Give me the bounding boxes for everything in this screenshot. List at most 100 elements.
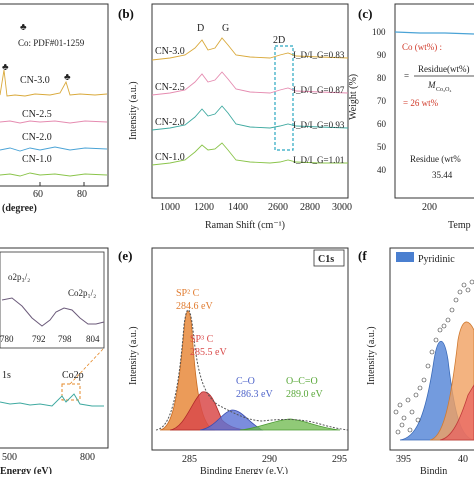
panel-e-xtick-285: 285 bbox=[182, 454, 197, 465]
raman-ratio-cn10: I_D/I_G=1.01 bbox=[293, 155, 344, 165]
panel-b-ylabel: Intensity (a.u.) bbox=[128, 81, 139, 140]
inset-xtick-792: 792 bbox=[32, 334, 46, 344]
tga-xtick-200: 200 bbox=[422, 202, 437, 213]
panel-a-series-label-3: CN-2.0 bbox=[22, 132, 52, 143]
raman-curve-cn30 bbox=[151, 37, 349, 61]
panel-e-xlabel: Binding Energy (e.V.) bbox=[200, 466, 288, 474]
c1s-label-oco-name: O–C=O bbox=[286, 376, 318, 387]
tga-formula-denominator: M bbox=[427, 80, 436, 90]
c1s-label-co-name: C–O bbox=[236, 376, 255, 387]
n1s-peak-red bbox=[439, 384, 474, 441]
raman-ratio-cn30: I_D/I_G=0.83 bbox=[293, 50, 345, 60]
tga-curve bbox=[394, 31, 474, 35]
raman-xtick-2600: 2600 bbox=[268, 202, 288, 213]
c1s-label-sp2-name: SP² C bbox=[176, 288, 200, 299]
panel-c-letter: (c) bbox=[358, 6, 372, 21]
tga-residue-label: Residue (wt% bbox=[410, 154, 461, 164]
panel-a-xtick-80: 80 bbox=[77, 189, 87, 200]
tga-formula-numerator: Residue(wt%) bbox=[418, 64, 470, 74]
panel-e-tag-box bbox=[313, 249, 345, 267]
raman-d-band: D bbox=[197, 23, 204, 34]
tga-ytick-50: 50 bbox=[377, 142, 387, 152]
raman-g-band: G bbox=[222, 23, 229, 34]
tga-ytick-60: 60 bbox=[377, 119, 387, 129]
panel-c-xlabel: Temp bbox=[448, 220, 471, 231]
c1s-envelope bbox=[155, 309, 349, 431]
xrd-curve-cn25 bbox=[0, 120, 108, 124]
panel-c-ylabel: Weight (%) bbox=[348, 74, 359, 120]
raman-xtick-1400: 1400 bbox=[228, 202, 248, 213]
panel-a-ref-label: Co: PDF#01-1259 bbox=[18, 38, 85, 48]
tga-ytick-100: 100 bbox=[372, 27, 386, 37]
panel-d: o2p₃/₂ Co2p₁/₂ 780 792 798 804 1s Co2p 5… bbox=[0, 247, 109, 477]
panel-d-inset-frame bbox=[0, 251, 105, 349]
raman-2d-highlight-box bbox=[274, 45, 294, 151]
tga-formula-eq: = bbox=[404, 71, 409, 81]
panel-f-legend-label: Pyridinic bbox=[418, 254, 455, 265]
panel-f-frame bbox=[389, 247, 474, 451]
inset-xtick-804: 804 bbox=[86, 334, 100, 344]
tga-residue-value: 35.44 bbox=[432, 170, 453, 180]
panel-e-ylabel: Intensity (a.u.) bbox=[128, 326, 139, 385]
survey-curve bbox=[0, 393, 104, 407]
raman-2d-band: 2D bbox=[273, 35, 285, 46]
panel-a-club-3: ♣ bbox=[64, 72, 71, 83]
c1s-label-oco-ev: 289.0 eV bbox=[286, 389, 323, 400]
panel-a-club-2: ♣ bbox=[2, 62, 9, 73]
raman-ratio-cn25: I_D/I_G=0.87 bbox=[293, 85, 345, 95]
panel-e-xtick-290: 290 bbox=[262, 454, 277, 465]
panel-a-xtick-60: 60 bbox=[33, 189, 43, 200]
raman-curve-cn10 bbox=[151, 142, 348, 166]
inset-curve bbox=[1, 297, 105, 327]
tga-ytick-90: 90 bbox=[377, 50, 387, 60]
raman-xtick-2800: 2800 bbox=[300, 202, 320, 213]
inset-xtick-780: 780 bbox=[0, 334, 14, 344]
panel-e-frame bbox=[151, 247, 349, 451]
panel-e-tag: C1s bbox=[318, 254, 334, 265]
panel-b: (b) Intensity (a.u.) D G 2D CN-3.0 CN-2.… bbox=[118, 3, 352, 231]
tga-formula-denominator-sub: Co₃O₄ bbox=[436, 87, 452, 93]
panel-f-ylabel: Intensity (a.u.) bbox=[366, 326, 377, 385]
raman-xtick-1000: 1000 bbox=[160, 202, 180, 213]
panel-f-xtick-395: 395 bbox=[396, 454, 411, 465]
panel-f-letter: (f bbox=[358, 248, 367, 263]
tga-ytick-40: 40 bbox=[377, 165, 387, 175]
panel-a-club-1: ♣ bbox=[20, 22, 27, 33]
c1s-peak-co bbox=[199, 409, 264, 431]
panel-a-xlabel: (degree) bbox=[2, 203, 37, 214]
raman-xtick-1200: 1200 bbox=[194, 202, 214, 213]
raman-label-cn20: CN-2.0 bbox=[155, 117, 185, 128]
panel-e: (e) C1s Intensity (a.u.) SP² C 284.6 eV … bbox=[118, 247, 349, 477]
panel-e-letter: (e) bbox=[118, 248, 132, 263]
inset-xtick-798: 798 bbox=[58, 334, 72, 344]
survey-co2p-box bbox=[61, 383, 81, 401]
panel-f-xlabel: Bindin bbox=[420, 466, 447, 474]
raman-xtick-3000: 3000 bbox=[332, 202, 352, 213]
xrd-curve-cn30 bbox=[0, 69, 108, 97]
tga-ytick-80: 80 bbox=[377, 73, 387, 83]
panel-b-frame bbox=[151, 3, 349, 199]
panel-f-xtick-40: 40 bbox=[458, 454, 468, 465]
panel-d-xtick-500: 500 bbox=[2, 452, 17, 463]
survey-peak-co2p: Co2p bbox=[62, 370, 84, 381]
xrd-curve-cn10 bbox=[0, 172, 108, 177]
c1s-label-sp2-ev: 284.6 eV bbox=[176, 301, 213, 312]
panel-a-series-label-1: CN-3.0 bbox=[20, 75, 50, 86]
raman-label-cn25: CN-2.5 bbox=[155, 82, 185, 93]
raman-ratio-cn20: I_D/I_G=0.93 bbox=[293, 120, 345, 130]
panel-a-frame bbox=[0, 3, 109, 187]
panel-b-xlabel: Raman Shift (cm⁻¹) bbox=[205, 220, 285, 231]
xrd-curve-cn20 bbox=[0, 146, 108, 152]
panel-d-xlabel: Energy (eV) bbox=[0, 466, 52, 474]
tga-formula-result: = 26 wt% bbox=[403, 98, 439, 108]
c1s-label-co-ev: 286.3 eV bbox=[236, 389, 273, 400]
tga-formula-title: Co (wt%) : bbox=[402, 42, 442, 52]
inset-label-co2p12: Co2p₁/₂ bbox=[68, 288, 96, 298]
panel-e-xtick-295: 295 bbox=[332, 454, 347, 465]
tga-ytick-70: 70 bbox=[377, 96, 387, 106]
raman-label-cn30: CN-3.0 bbox=[155, 46, 185, 57]
panel-b-letter: (b) bbox=[118, 6, 134, 21]
raman-curve-cn25 bbox=[151, 71, 349, 96]
panel-c-frame bbox=[394, 3, 474, 199]
